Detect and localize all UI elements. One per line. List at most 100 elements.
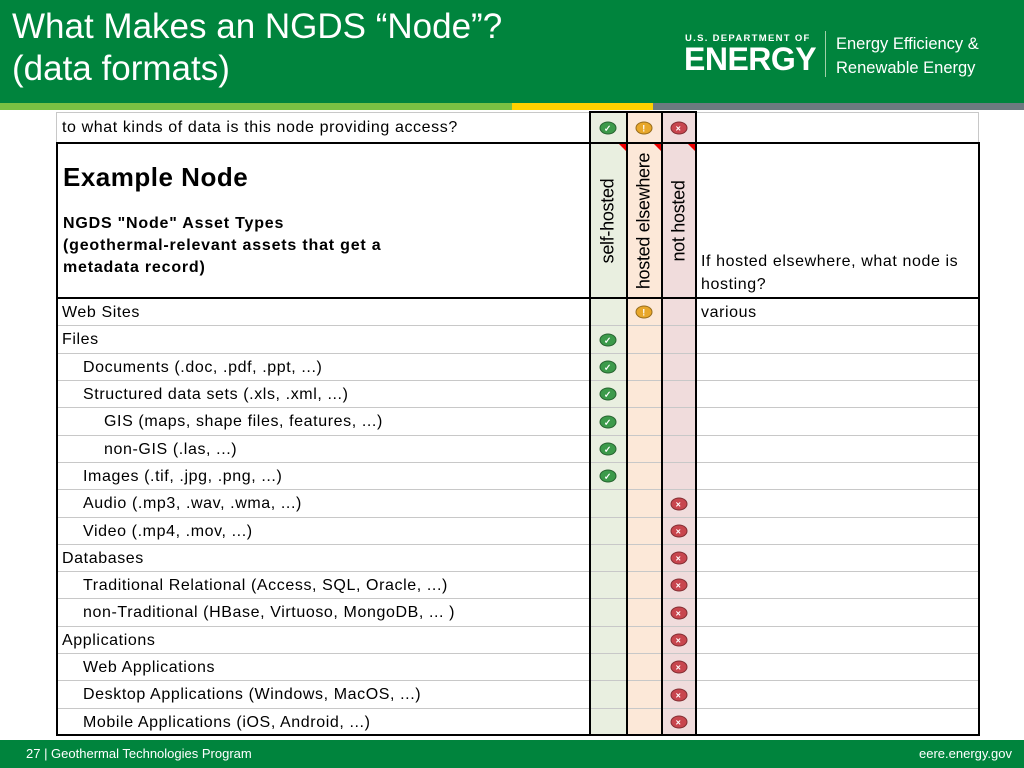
status-cell-not: × [661,544,696,572]
legend-cell: × [661,112,696,144]
table-border [661,111,663,736]
table-border [56,142,980,144]
table-row-label: Structured data sets (.xls, .xml, ...) [56,380,590,408]
table-row-label: Audio (.mp3, .wav, .wma, ...) [56,489,590,518]
office-name: Energy Efficiency & Renewable Energy [836,35,979,77]
status-cell-self: ✓ [589,353,627,381]
status-cell-not: × [661,653,696,681]
status-cell-elsewhere [626,407,662,436]
x-icon: × [670,578,687,592]
status-cell-not [661,435,696,463]
legend-cell: ! [626,112,662,144]
status-cell-not [661,298,696,326]
status-cell-not: × [661,626,696,654]
asset-type-label: Applications [62,632,156,649]
column-header-text: self-hosted [597,178,618,264]
status-cell-not [661,462,696,490]
slide-title: What Makes an NGDS “Node”? (data formats… [12,7,503,88]
status-cell-elsewhere [626,353,662,381]
asset-type-label: Images (.tif, .jpg, .png, ...) [83,468,283,485]
status-cell-self: ✓ [589,407,627,436]
warning-icon: ! [635,121,653,135]
check-icon: ✓ [599,121,617,135]
table-row-label: Web Sites [56,298,590,326]
example-header-cell: Example Node NGDS "Node" Asset Types (geo… [56,143,590,299]
comment-marker [654,144,661,151]
legend-blank-cell [695,112,979,144]
status-cell-not [661,325,696,354]
table-row-label: Desktop Applications (Windows, MacOS, ..… [56,680,590,709]
stripe-yellow [512,103,653,110]
x-icon: × [670,606,687,619]
status-cell-elsewhere [626,325,662,354]
status-cell-not: × [661,489,696,518]
table-row-label: non-GIS (.las, ...) [56,435,590,463]
footer-url: eere.energy.gov [919,746,1012,761]
x-icon: × [670,660,687,674]
table-row-label: Applications [56,626,590,654]
status-cell-elsewhere: ! [626,298,662,326]
table-row-label: Files [56,325,590,354]
hosting-note-cell [695,680,979,709]
status-cell-elsewhere [626,626,662,654]
table-row-label: Databases [56,544,590,572]
status-cell-self [589,489,627,518]
hosting-note-cell [695,380,979,408]
hosting-note-cell: various [695,298,979,326]
status-cell-self: ✓ [589,380,627,408]
x-icon: × [670,121,687,135]
status-cell-not: × [661,598,696,627]
asset-type-label: GIS (maps, shape files, features, ...) [104,413,383,430]
status-cell-elsewhere [626,462,662,490]
status-cell-not [661,353,696,381]
stripe-green [0,103,512,110]
asset-type-label: Web Sites [62,304,141,321]
notes-header-text: If hosted elsewhere, what node is hostin… [701,253,959,293]
status-cell-self: ✓ [589,462,627,490]
notes-header-cell: If hosted elsewhere, what node is hostin… [695,143,979,299]
table-border [56,297,980,299]
stripe-gray [653,103,1024,110]
hosting-note-cell [695,462,979,490]
table-row-label: Images (.tif, .jpg, .png, ...) [56,462,590,490]
check-icon: ✓ [599,442,617,456]
table-border [695,111,697,736]
question-cell: to what kinds of data is this node provi… [56,112,590,144]
table-row-label: GIS (maps, shape files, features, ...) [56,407,590,436]
hosting-note-cell [695,353,979,381]
hosting-note-cell [695,653,979,681]
status-cell-self [589,298,627,326]
table-border [626,111,628,736]
example-title: Example Node [63,162,249,192]
status-cell-self [589,708,627,736]
asset-type-label: Databases [62,550,144,567]
x-icon: × [670,551,687,565]
logo-divider [825,31,826,77]
column-header-text: not hosted [668,180,688,262]
hosting-note-cell [695,489,979,518]
x-icon: × [670,633,687,647]
logo-big-text: ENERGY [684,41,817,77]
comment-marker [688,144,695,151]
hosting-note-cell [695,407,979,436]
check-icon: ✓ [599,333,617,346]
hosting-note: various [701,304,757,321]
status-cell-not [661,407,696,436]
hosting-note-cell [695,598,979,627]
hosting-note-cell [695,435,979,463]
x-icon: × [670,688,687,701]
status-cell-self [589,626,627,654]
check-icon: ✓ [599,360,617,374]
status-cell-not: × [661,708,696,736]
status-cell-self [589,653,627,681]
slide-header: What Makes an NGDS “Node”? (data formats… [0,0,1024,103]
status-cell-self: ✓ [589,435,627,463]
table-row-label: Mobile Applications (iOS, Android, ...) [56,708,590,736]
status-cell-not [661,380,696,408]
table-row-label: Documents (.doc, .pdf, .ppt, ...) [56,353,590,381]
table-border [589,111,591,736]
asset-type-label: non-GIS (.las, ...) [104,441,238,458]
table-row-label: Web Applications [56,653,590,681]
table-border [589,111,697,113]
x-icon: × [670,715,687,729]
